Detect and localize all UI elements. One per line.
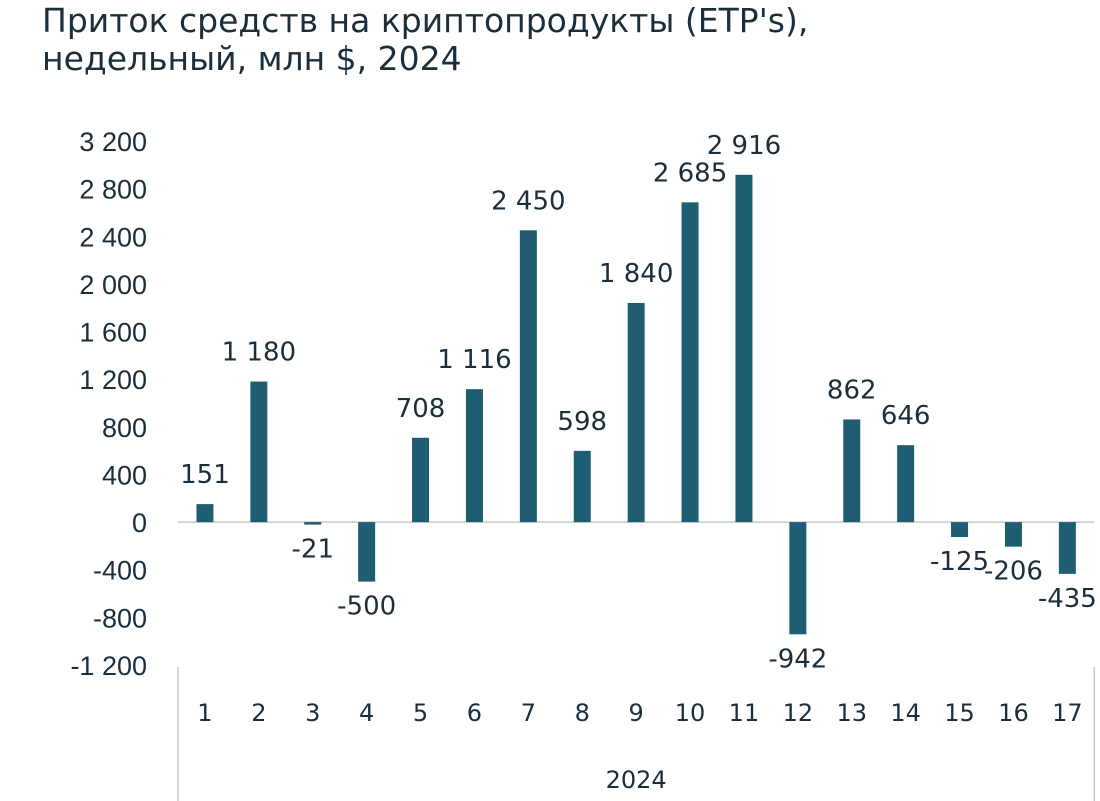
x-tick-label: 11 <box>729 699 760 727</box>
chart-title-line-1: Приток средств на криптопродукты (ETP's)… <box>42 1 809 40</box>
x-tick-label: 3 <box>305 699 320 727</box>
data-label: 1 116 <box>437 345 511 375</box>
x-group-label: 2024 <box>606 766 667 794</box>
y-tick-label: -800 <box>93 603 147 633</box>
y-tick-label: 800 <box>102 413 147 443</box>
x-tick-label: 2 <box>251 699 266 727</box>
bar <box>1004 522 1022 547</box>
data-label: -206 <box>984 557 1043 587</box>
x-tick-label: 1 <box>197 699 212 727</box>
x-tick-label: 12 <box>783 699 814 727</box>
data-label: -500 <box>337 592 396 622</box>
data-label: 1 840 <box>599 259 673 289</box>
y-tick-label: 2 000 <box>79 270 147 300</box>
data-label: 598 <box>557 407 607 437</box>
bar <box>304 522 322 525</box>
chart-title: Приток средств на криптопродукты (ETP's)… <box>42 2 1082 78</box>
bar <box>789 522 807 635</box>
bar <box>843 419 861 523</box>
x-tick-label: 13 <box>836 699 867 727</box>
bar <box>196 504 214 523</box>
data-label: 646 <box>881 401 931 431</box>
bar <box>681 202 699 523</box>
data-label: 2 450 <box>491 186 565 216</box>
x-tick-label: 7 <box>521 699 536 727</box>
y-tick-label: 0 <box>132 508 147 538</box>
x-tick-label: 17 <box>1052 699 1083 727</box>
bar <box>897 445 915 523</box>
x-tick-label: 5 <box>413 699 428 727</box>
bar <box>735 174 753 523</box>
x-tick-label: 14 <box>890 699 921 727</box>
data-label: -21 <box>292 535 334 565</box>
bar <box>627 302 645 523</box>
data-label: 2 685 <box>653 158 727 188</box>
data-label: 708 <box>396 394 446 424</box>
y-tick-label: 1 200 <box>79 365 147 395</box>
x-tick-label: 9 <box>629 699 644 727</box>
bar <box>465 389 483 523</box>
data-label: 2 916 <box>707 131 781 161</box>
bar <box>250 381 268 523</box>
y-tick-label: 3 200 <box>79 127 147 157</box>
x-tick-label: 8 <box>575 699 590 727</box>
bar <box>573 450 591 523</box>
bar <box>951 522 969 537</box>
x-tick-label: 16 <box>998 699 1029 727</box>
bar <box>519 230 537 523</box>
x-tick-label: 6 <box>467 699 482 727</box>
y-tick-label: -400 <box>93 556 147 586</box>
data-label: -125 <box>930 547 989 577</box>
y-tick-label: 400 <box>102 460 147 490</box>
data-label: 1 180 <box>222 338 296 368</box>
bar <box>358 522 376 582</box>
y-tick-label: 1 600 <box>79 318 147 348</box>
x-tick-label: 15 <box>944 699 975 727</box>
bar <box>412 437 430 523</box>
data-label: -942 <box>768 644 827 674</box>
y-tick-label: 2 800 <box>79 175 147 205</box>
data-label: -435 <box>1038 584 1097 614</box>
chart-title-line-2: недельный, млн $, 2024 <box>42 39 462 78</box>
x-tick-label: 10 <box>675 699 706 727</box>
y-tick-label: -1 200 <box>70 651 147 681</box>
x-tick-label: 4 <box>359 699 374 727</box>
y-tick-label: 2 400 <box>79 222 147 252</box>
data-label: 151 <box>180 460 230 490</box>
data-label: 862 <box>827 375 877 405</box>
bar <box>1058 522 1076 574</box>
